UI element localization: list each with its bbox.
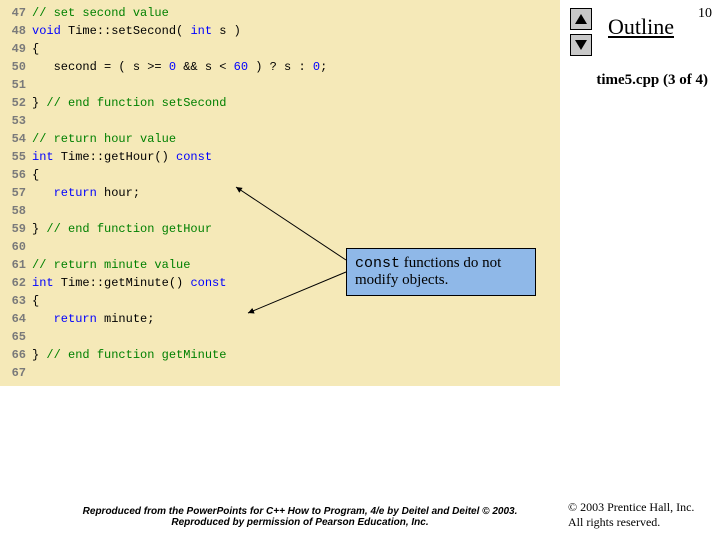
line-number: 51 <box>0 76 32 94</box>
code-line: 49{ <box>0 40 560 58</box>
line-number: 47 <box>0 4 32 22</box>
line-number: 50 <box>0 58 32 76</box>
code-text: int Time::getHour() const <box>32 148 212 166</box>
code-line: 53 <box>0 112 560 130</box>
code-line: 52} // end function setSecond <box>0 94 560 112</box>
code-line: 64 return minute; <box>0 310 560 328</box>
line-number: 53 <box>0 112 32 130</box>
line-number: 66 <box>0 346 32 364</box>
code-text: } // end function getMinute <box>32 346 226 364</box>
footer-text: Reproduced from the PowerPoints for C++ … <box>60 506 540 528</box>
nav-down-button[interactable] <box>570 34 592 56</box>
code-text: second = ( s >= 0 && s < 60 ) ? s : 0; <box>32 58 327 76</box>
code-text: // return hour value <box>32 130 176 148</box>
line-number: 64 <box>0 310 32 328</box>
line-number: 61 <box>0 256 32 274</box>
line-number: 52 <box>0 94 32 112</box>
code-listing: 47// set second value48void Time::setSec… <box>0 0 560 386</box>
slide-number: 10 <box>698 6 712 22</box>
down-arrow-icon <box>575 40 587 50</box>
code-text: // return minute value <box>32 256 190 274</box>
line-number: 65 <box>0 328 32 346</box>
code-line: 56{ <box>0 166 560 184</box>
line-number: 59 <box>0 220 32 238</box>
code-text: int Time::getMinute() const <box>32 274 226 292</box>
code-line: 54// return hour value <box>0 130 560 148</box>
code-line: 66} // end function getMinute <box>0 346 560 364</box>
code-text: return hour; <box>32 184 140 202</box>
outline-heading: Outline <box>608 14 674 40</box>
code-line: 58 <box>0 202 560 220</box>
line-number: 62 <box>0 274 32 292</box>
code-line: 57 return hour; <box>0 184 560 202</box>
line-number: 67 <box>0 364 32 382</box>
copyright-text: © 2003 Prentice Hall, Inc.All rights res… <box>568 500 708 530</box>
code-line: 67 <box>0 364 560 382</box>
line-number: 54 <box>0 130 32 148</box>
callout-box: const functions do not modify objects. <box>346 248 536 296</box>
code-line: 48void Time::setSecond( int s ) <box>0 22 560 40</box>
code-text: { <box>32 166 39 184</box>
line-number: 60 <box>0 238 32 256</box>
code-text: // set second value <box>32 4 169 22</box>
up-arrow-icon <box>575 14 587 24</box>
file-label: time5.cpp (3 of 4) <box>596 72 708 89</box>
code-text: } // end function getHour <box>32 220 212 238</box>
code-line: 50 second = ( s >= 0 && s < 60 ) ? s : 0… <box>0 58 560 76</box>
line-number: 57 <box>0 184 32 202</box>
code-text: } // end function setSecond <box>32 94 226 112</box>
code-line: 47// set second value <box>0 4 560 22</box>
line-number: 63 <box>0 292 32 310</box>
code-text: { <box>32 292 39 310</box>
nav-up-button[interactable] <box>570 8 592 30</box>
line-number: 48 <box>0 22 32 40</box>
code-line: 51 <box>0 76 560 94</box>
code-line: 65 <box>0 328 560 346</box>
code-text: return minute; <box>32 310 154 328</box>
code-text: { <box>32 40 39 58</box>
callout-mono: const <box>355 255 400 272</box>
line-number: 49 <box>0 40 32 58</box>
code-line: 59} // end function getHour <box>0 220 560 238</box>
code-text: void Time::setSecond( int s ) <box>32 22 241 40</box>
line-number: 56 <box>0 166 32 184</box>
code-line: 55int Time::getHour() const <box>0 148 560 166</box>
line-number: 55 <box>0 148 32 166</box>
line-number: 58 <box>0 202 32 220</box>
